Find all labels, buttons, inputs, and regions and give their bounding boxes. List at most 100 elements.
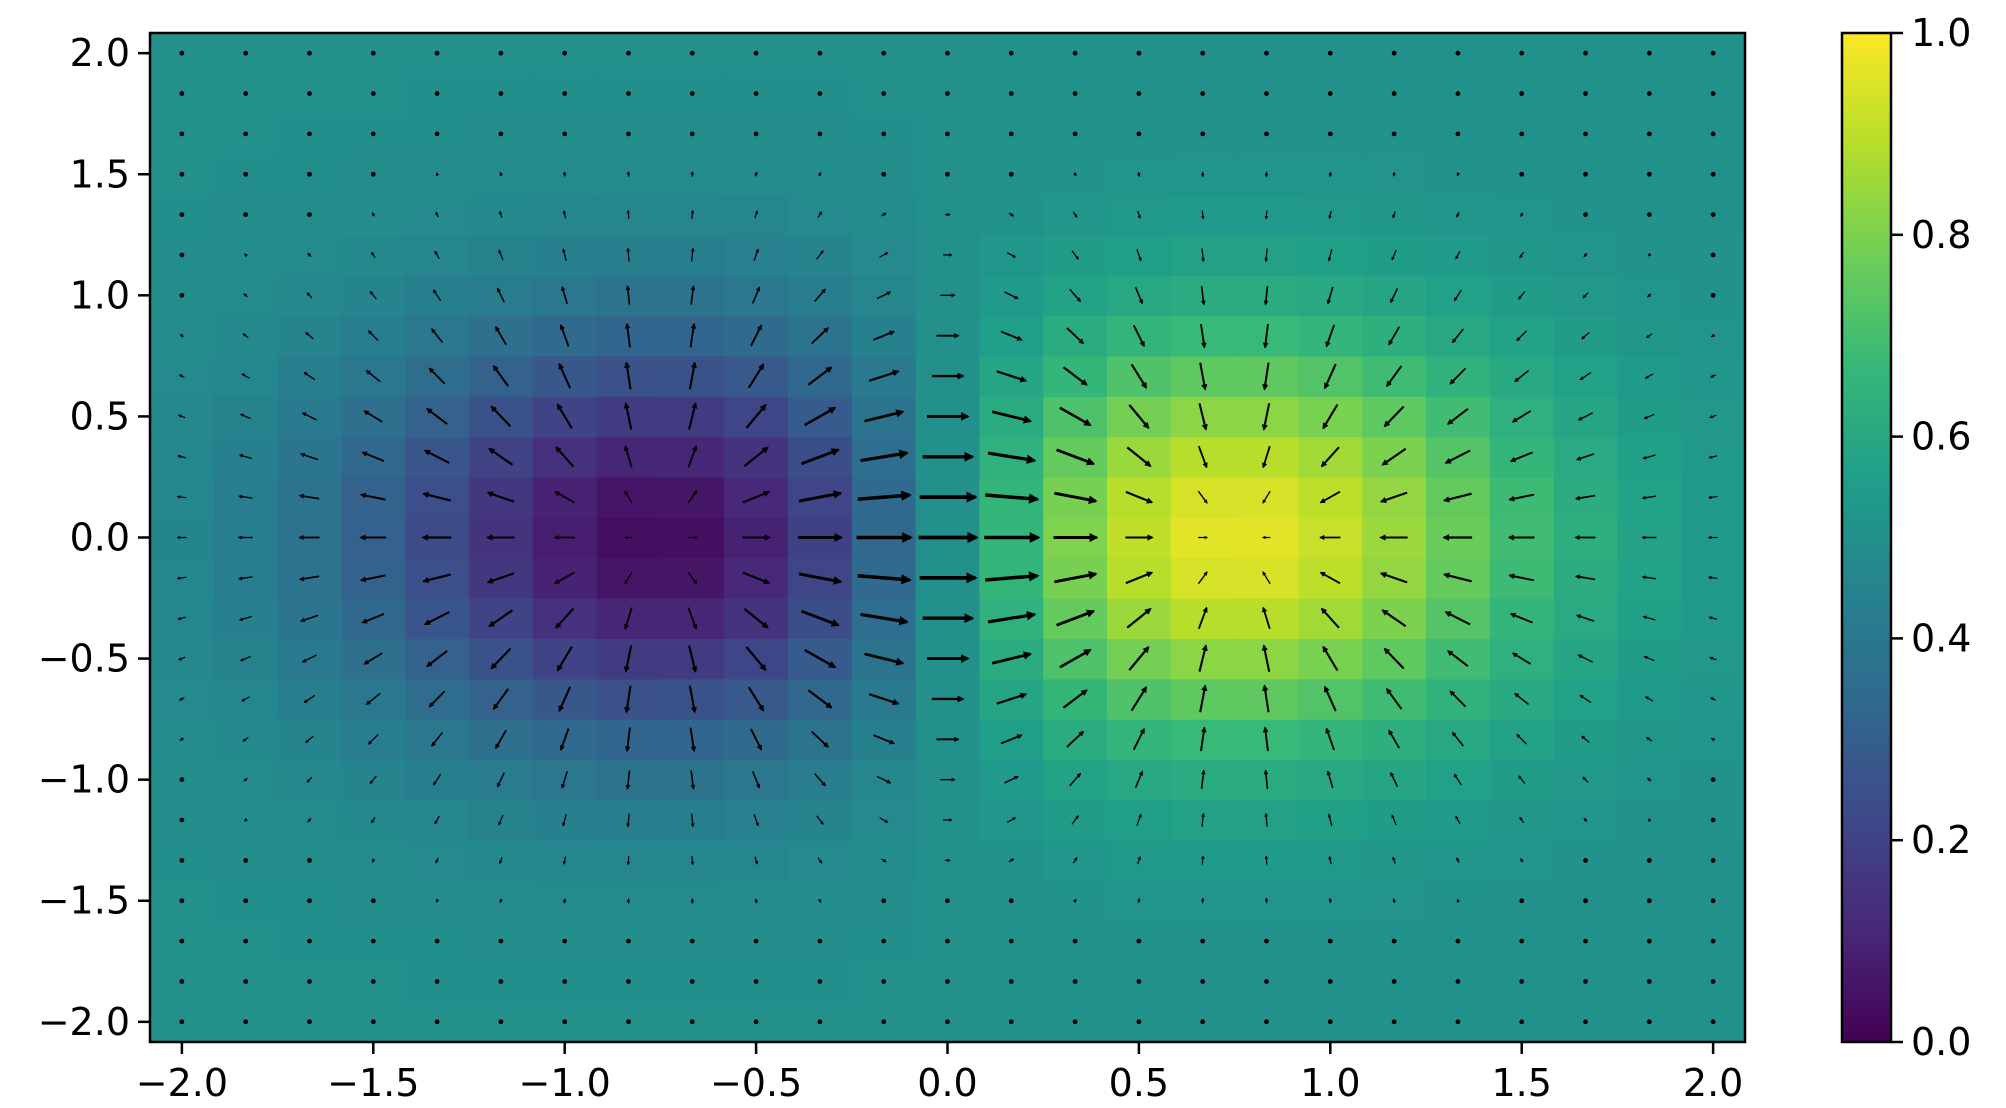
quiver-arrow <box>244 253 248 258</box>
quiver-arrow <box>369 290 377 300</box>
y-tick-label: 0.0 <box>70 516 130 560</box>
quiver-point <box>945 938 950 944</box>
quiver-arrow <box>359 492 386 501</box>
quiver-arrow <box>817 211 823 218</box>
quiver-point <box>307 131 312 137</box>
quiver-arrow <box>1392 856 1396 864</box>
quiver-point <box>562 1019 568 1025</box>
quiver-arrow <box>1708 616 1718 620</box>
quiver-arrow <box>1262 726 1269 752</box>
quiver-arrow <box>178 697 185 701</box>
quiver-point <box>1710 171 1716 177</box>
quiver-arrow <box>1320 446 1340 468</box>
quiver-arrow <box>817 172 822 177</box>
quiver-arrow <box>1449 367 1467 385</box>
quiver-arrow <box>754 856 759 865</box>
quiver-point <box>1327 50 1333 56</box>
quiver-point <box>498 131 504 137</box>
quiver-arrow <box>1323 685 1337 712</box>
quiver-point <box>1519 91 1525 96</box>
quiver-arrow <box>367 330 379 342</box>
quiver-point <box>307 171 312 177</box>
quiver-arrow <box>1327 248 1333 262</box>
quiver-arrow <box>488 447 514 466</box>
quiver-arrow <box>1132 727 1145 751</box>
quiver-arrow <box>435 898 440 903</box>
quiver-arrow <box>1000 734 1023 745</box>
quiver-arrow <box>1261 403 1271 431</box>
quiver-arrow <box>435 857 439 864</box>
quiver-arrow <box>689 727 697 753</box>
quiver-point <box>1519 171 1525 177</box>
quiver-point <box>1391 131 1397 137</box>
quiver-arrow <box>298 575 320 582</box>
quiver-arrow <box>1059 648 1092 669</box>
quiver-arrow <box>1644 373 1654 379</box>
quiver-point <box>881 938 887 944</box>
y-tick-label: 2.0 <box>70 31 130 75</box>
quiver-arrow <box>431 731 444 747</box>
quiver-arrow <box>494 325 507 346</box>
quiver-point <box>179 817 185 823</box>
quiver-point <box>370 91 376 96</box>
quiver-arrow <box>1391 249 1397 261</box>
quiver-arrow <box>562 248 567 262</box>
quiver-point <box>243 50 249 56</box>
quiver-arrow <box>743 446 769 467</box>
quiver-arrow <box>1056 609 1096 627</box>
quiver-point <box>179 171 185 177</box>
quiver-point <box>626 1019 631 1025</box>
quiver-arrow <box>996 370 1028 383</box>
quiver-point <box>1455 50 1461 56</box>
quiver-point <box>1646 1019 1652 1025</box>
quiver-arrow <box>690 856 695 866</box>
quiver-arrow <box>623 402 633 430</box>
quiver-point <box>498 1019 504 1025</box>
quiver-point <box>626 979 631 984</box>
x-tick-label: −0.5 <box>710 1061 802 1105</box>
quiver-arrow <box>1328 897 1333 904</box>
quiver-arrow <box>1319 490 1341 504</box>
quiver-point <box>1008 938 1014 944</box>
quiver-point <box>1583 171 1588 177</box>
quiver-arrow <box>1710 374 1716 378</box>
quiver-arrow <box>876 775 892 784</box>
quiver-point <box>1646 91 1652 96</box>
quiver-arrow <box>991 651 1033 665</box>
quiver-arrow <box>1322 645 1339 672</box>
x-tick-label: −1.5 <box>327 1061 419 1105</box>
quiver-point <box>1646 131 1652 137</box>
quiver-arrow <box>359 574 386 583</box>
quiver-arrow <box>554 490 575 504</box>
quiver-arrow <box>490 647 512 670</box>
quiver-arrow <box>562 210 567 219</box>
quiver-arrow <box>1201 210 1205 220</box>
quiver-arrow <box>1388 729 1401 749</box>
quiver-arrow <box>881 858 887 863</box>
quiver-arrow <box>1327 813 1333 827</box>
quiver-arrow <box>1262 490 1271 504</box>
quiver-arrow <box>1581 332 1590 340</box>
quiver-arrow <box>178 374 185 378</box>
quiver-point <box>1583 91 1588 96</box>
quiver-point <box>1200 979 1206 984</box>
colorbar-tick-label: 0.4 <box>1911 616 1971 660</box>
quiver-arrow <box>1646 333 1653 339</box>
quiver-point <box>1519 979 1525 984</box>
quiver-arrow <box>754 210 759 219</box>
colorbar-ticks: 0.0 0.2 0.4 0.6 0.8 1.0 <box>1891 11 1971 1064</box>
quiver-arrow <box>1322 403 1339 430</box>
quiver-arrow <box>1130 363 1148 389</box>
quiver-arrow <box>369 775 377 785</box>
quiver-point <box>1455 91 1461 96</box>
quiver-arrow <box>1444 611 1471 626</box>
quiver-arrow <box>1054 570 1098 584</box>
quiver-arrow <box>433 773 442 786</box>
quiver-arrow <box>496 287 505 303</box>
quiver-point <box>1264 979 1269 984</box>
quiver-arrow <box>1643 413 1655 420</box>
quiver-arrow <box>864 652 905 666</box>
quiver-arrow <box>804 406 837 427</box>
quiver-arrow <box>690 247 695 262</box>
quiver-point <box>945 171 950 177</box>
